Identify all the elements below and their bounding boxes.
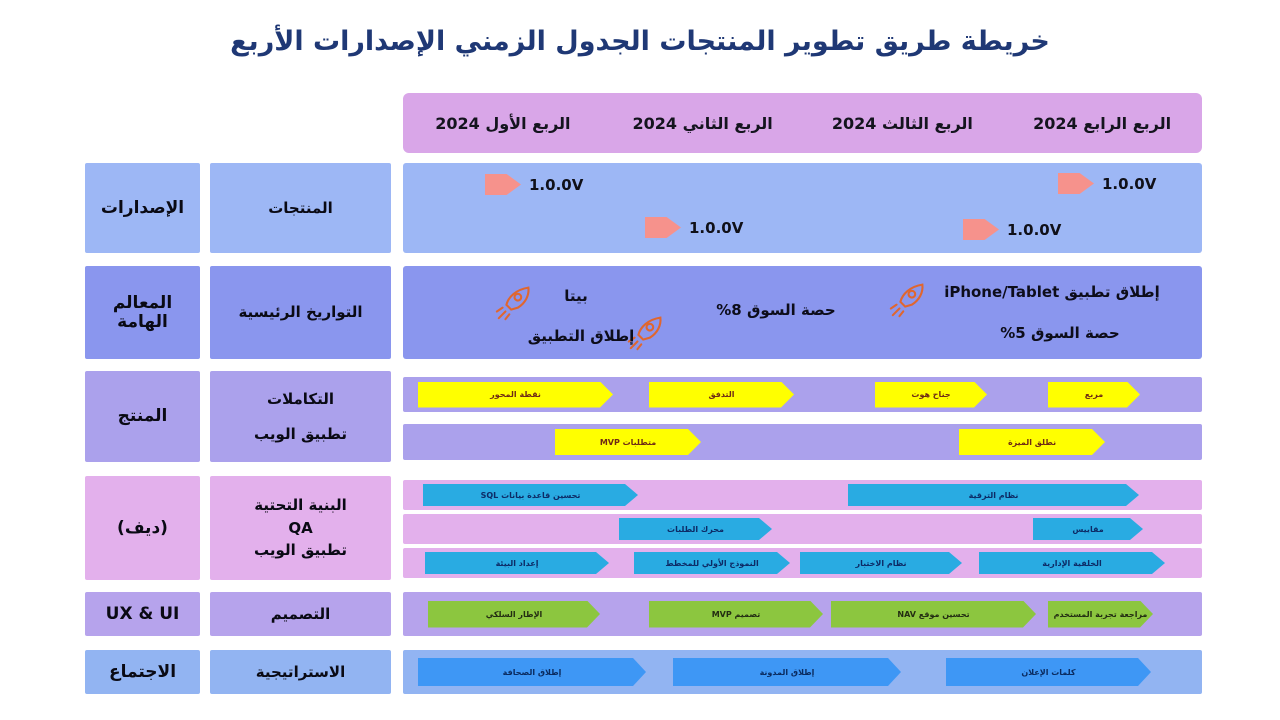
release-tag-icon bbox=[963, 219, 999, 240]
task-arrow: الإطار السلكي bbox=[428, 601, 600, 628]
release-tag-icon bbox=[645, 217, 681, 238]
row-sublabel-infra-qa-webapp: البنية التحتية QA تطبيق الويب bbox=[210, 476, 391, 580]
timeline-strip: محرك الطلبات مقاييس bbox=[403, 514, 1202, 544]
release-tag-icon bbox=[485, 174, 521, 195]
version-label: 1.0.0V bbox=[1007, 220, 1062, 239]
task-arrow: تحسين قاعدة بيانات SQL bbox=[423, 484, 638, 506]
task-arrow: جناح هوت bbox=[875, 382, 987, 408]
task-arrow: نظام الاختبار bbox=[800, 552, 962, 574]
task-arrow: كلمات الإعلان bbox=[946, 658, 1151, 686]
row-sublabel-products: المنتجات bbox=[210, 163, 391, 253]
row-label-meeting: الاجتماع bbox=[85, 650, 200, 694]
row-label-ux-ui: UX & UI bbox=[85, 592, 200, 636]
timeline-strip: متطلبات MVP نطلق الميزة bbox=[403, 424, 1202, 460]
task-arrow: إطلاق الصحافة bbox=[418, 658, 646, 686]
quarter-label-q4: الربع الرابع 2024 bbox=[1033, 113, 1172, 133]
task-arrow: نطلق الميزة bbox=[959, 429, 1105, 455]
task-arrow: تحسين موقع NAV bbox=[831, 601, 1036, 628]
milestone-beta: بيتا bbox=[564, 287, 588, 305]
row-sublabel-design: التصميم bbox=[210, 592, 391, 636]
milestone-market-share-5: حصة السوق 5% bbox=[1000, 324, 1120, 342]
task-arrow: التدفق bbox=[649, 382, 794, 408]
task-arrow: متطلبات MVP bbox=[555, 429, 701, 455]
version-marker: 1.0.0V bbox=[1058, 173, 1156, 194]
row-sublabel-strategy: الاستراتيجية bbox=[210, 650, 391, 694]
row-label-product: المنتج bbox=[85, 371, 200, 462]
row-label-dev: (ديف) bbox=[85, 476, 200, 580]
task-arrow: مراجعة تجربة المستخدم bbox=[1048, 601, 1153, 628]
timeline-strip: الإطار السلكي تصميم MVP تحسين موقع NAV مراج… bbox=[403, 592, 1202, 636]
task-arrow: مربع bbox=[1048, 382, 1140, 408]
milestone-market-share-8: حصة السوق 8% bbox=[716, 301, 836, 319]
release-tag-icon bbox=[1058, 173, 1094, 194]
task-arrow: إطلاق المدونة bbox=[673, 658, 901, 686]
version-marker: 1.0.0V bbox=[485, 174, 583, 195]
task-arrow: مقاييس bbox=[1033, 518, 1143, 540]
rocket-icon bbox=[889, 283, 924, 318]
version-label: 1.0.0V bbox=[529, 175, 584, 194]
task-arrow: تصميم MVP bbox=[649, 601, 823, 628]
task-arrow: النموذج الأولي للمخطط bbox=[634, 552, 790, 574]
timeline-strip: نقطة المحور التدفق جناح هوت مربع bbox=[403, 377, 1202, 412]
task-arrow: نظام الترقية bbox=[848, 484, 1139, 506]
timeline-strip: تحسين قاعدة بيانات SQL نظام الترقية bbox=[403, 480, 1202, 510]
quarter-label-q1: الربع الأول 2024 bbox=[435, 113, 571, 133]
version-label: 1.0.0V bbox=[1102, 174, 1157, 193]
timeline-strip: إعداد البيئة النموذج الأولي للمخطط نظام ال… bbox=[403, 548, 1202, 578]
row-label-milestones: المعالم الهامة bbox=[85, 266, 200, 359]
task-arrow: الخلفية الإدارية bbox=[979, 552, 1165, 574]
milestones-band bbox=[403, 266, 1202, 359]
timeline-strip: إطلاق الصحافة إطلاق المدونة كلمات الإعلان bbox=[403, 650, 1202, 694]
version-label: 1.0.0V bbox=[689, 218, 744, 237]
row-label-releases: الإصدارات bbox=[85, 163, 200, 253]
version-marker: 1.0.0V bbox=[645, 217, 743, 238]
milestone-app-launch: إطلاق التطبيق bbox=[527, 327, 635, 345]
rocket-icon bbox=[495, 286, 530, 321]
quarter-header: الربع الأول 2024 الربع الثاني 2024 الربع… bbox=[403, 93, 1202, 153]
task-arrow: محرك الطلبات bbox=[619, 518, 772, 540]
rocket-icon bbox=[627, 316, 662, 351]
row-sublabel-integrations-webapp: التكاملات تطبيق الويب bbox=[210, 371, 391, 462]
task-arrow: إعداد البيئة bbox=[425, 552, 609, 574]
quarter-label-q2: الربع الثاني 2024 bbox=[632, 113, 773, 133]
row-sublabel-key-dates: التواريخ الرئيسية bbox=[210, 266, 391, 359]
milestone-iphone-tablet-launch: إطلاق تطبيق iPhone/Tablet bbox=[944, 283, 1160, 301]
page-title: خريطة طريق تطوير المنتجات الجدول الزمني … bbox=[230, 26, 1050, 57]
task-arrow: نقطة المحور bbox=[418, 382, 613, 408]
quarter-label-q3: الربع الثالث 2024 bbox=[831, 113, 973, 133]
version-marker: 1.0.0V bbox=[963, 219, 1061, 240]
